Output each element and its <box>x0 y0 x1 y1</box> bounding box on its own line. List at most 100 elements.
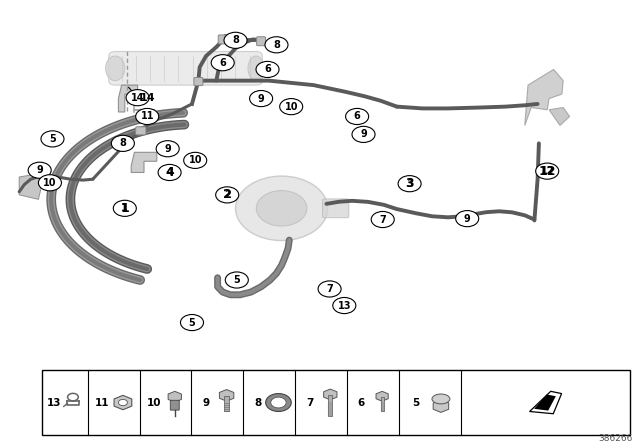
Circle shape <box>41 131 64 147</box>
Circle shape <box>333 297 356 314</box>
Circle shape <box>180 314 204 331</box>
Circle shape <box>256 190 307 226</box>
Polygon shape <box>549 108 570 125</box>
Text: 9: 9 <box>202 397 209 408</box>
Text: 4: 4 <box>166 168 173 177</box>
Polygon shape <box>19 174 42 199</box>
Circle shape <box>111 135 134 151</box>
Circle shape <box>118 400 127 406</box>
Polygon shape <box>131 152 157 172</box>
Text: 386266: 386266 <box>598 434 632 443</box>
FancyBboxPatch shape <box>194 78 203 86</box>
Circle shape <box>216 187 239 203</box>
Text: 8: 8 <box>254 397 261 408</box>
Circle shape <box>28 162 51 178</box>
Circle shape <box>346 108 369 125</box>
Text: 6: 6 <box>354 112 360 121</box>
Bar <box>381 397 384 411</box>
Text: 3: 3 <box>405 177 414 190</box>
Text: 6: 6 <box>358 397 365 408</box>
Circle shape <box>211 55 234 71</box>
Circle shape <box>126 90 149 106</box>
Polygon shape <box>114 396 132 409</box>
FancyBboxPatch shape <box>136 127 146 135</box>
Text: 1: 1 <box>120 202 129 215</box>
Circle shape <box>225 272 248 288</box>
Circle shape <box>280 99 303 115</box>
Circle shape <box>266 394 291 411</box>
Polygon shape <box>525 69 563 125</box>
Circle shape <box>456 211 479 227</box>
Text: 14: 14 <box>140 93 155 103</box>
Circle shape <box>158 164 181 181</box>
Polygon shape <box>168 392 181 402</box>
Text: 9: 9 <box>36 165 43 175</box>
Text: 13: 13 <box>47 397 61 408</box>
Polygon shape <box>118 85 138 112</box>
Text: 7: 7 <box>306 397 313 408</box>
Circle shape <box>113 200 136 216</box>
Polygon shape <box>530 392 562 414</box>
Bar <box>225 396 229 411</box>
Polygon shape <box>534 395 556 410</box>
Text: 2: 2 <box>223 188 232 202</box>
Circle shape <box>536 163 559 179</box>
Circle shape <box>136 108 159 125</box>
Circle shape <box>371 211 394 228</box>
Text: 9: 9 <box>258 94 264 103</box>
Circle shape <box>224 32 247 48</box>
Circle shape <box>236 176 328 241</box>
FancyBboxPatch shape <box>218 35 227 44</box>
Circle shape <box>318 281 341 297</box>
Ellipse shape <box>248 56 264 81</box>
Polygon shape <box>376 392 388 401</box>
Text: 10: 10 <box>43 178 57 188</box>
Text: 5: 5 <box>49 134 56 144</box>
Ellipse shape <box>106 56 125 81</box>
Text: 11: 11 <box>95 397 109 408</box>
Text: 7: 7 <box>326 284 333 294</box>
Text: 11: 11 <box>140 112 154 121</box>
Text: 14: 14 <box>131 93 145 103</box>
Text: 10: 10 <box>188 155 202 165</box>
Text: 1: 1 <box>122 203 128 213</box>
Circle shape <box>398 176 421 192</box>
Circle shape <box>250 90 273 107</box>
Text: 13: 13 <box>337 301 351 310</box>
Text: 4: 4 <box>165 166 174 179</box>
Circle shape <box>156 141 179 157</box>
Bar <box>328 396 332 416</box>
FancyBboxPatch shape <box>323 199 349 218</box>
FancyBboxPatch shape <box>257 37 266 46</box>
Circle shape <box>38 175 61 191</box>
Circle shape <box>265 37 288 53</box>
Text: 9: 9 <box>464 214 470 224</box>
Text: 6: 6 <box>264 65 271 74</box>
Bar <box>42 370 630 435</box>
Text: 9: 9 <box>360 129 367 139</box>
Text: 10: 10 <box>147 397 161 408</box>
Text: 9: 9 <box>164 144 171 154</box>
FancyBboxPatch shape <box>109 52 262 85</box>
Circle shape <box>184 152 207 168</box>
Text: 5: 5 <box>412 397 420 408</box>
Text: 12: 12 <box>540 166 554 176</box>
Ellipse shape <box>432 394 450 404</box>
Circle shape <box>352 126 375 142</box>
Text: 8: 8 <box>120 138 126 148</box>
Text: 5: 5 <box>189 318 195 327</box>
Polygon shape <box>324 389 337 400</box>
Polygon shape <box>433 400 449 412</box>
Text: 8: 8 <box>232 35 239 45</box>
Text: 8: 8 <box>273 40 280 50</box>
Polygon shape <box>220 390 234 401</box>
Text: 3: 3 <box>406 179 413 189</box>
Text: 12: 12 <box>538 164 556 178</box>
FancyBboxPatch shape <box>170 401 179 410</box>
Text: 10: 10 <box>284 102 298 112</box>
Circle shape <box>256 61 279 78</box>
Text: 2: 2 <box>224 190 230 200</box>
Text: 5: 5 <box>234 275 240 285</box>
Text: 6: 6 <box>220 58 226 68</box>
Text: 7: 7 <box>380 215 386 224</box>
